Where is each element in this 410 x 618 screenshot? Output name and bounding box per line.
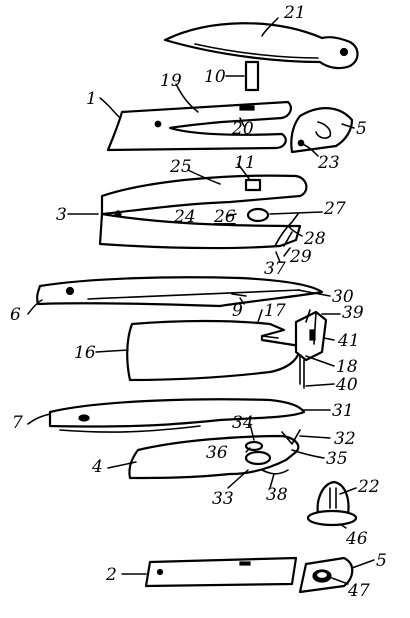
label-19: 19 [160,71,182,91]
label-41: 41 [337,331,360,351]
part-7-liner [50,399,304,432]
part-41-lock-assembly [296,310,326,388]
label-29: 29 [289,247,312,267]
label-20: 20 [231,119,254,139]
label-40: 40 [335,375,358,395]
label-32: 32 [334,429,356,449]
label-47: 47 [347,581,370,601]
label-2: 2 [105,565,117,585]
part-22-clip [308,482,356,525]
label-24: 24 [173,207,196,227]
label-33: 33 [212,489,234,509]
label-11: 11 [234,153,256,173]
label-10: 10 [204,67,226,87]
part-3-liner [100,176,306,249]
label-21: 21 [283,3,306,23]
label-17: 17 [264,301,286,321]
part-5-bolster-lower [300,558,352,592]
label-38: 38 [266,485,288,505]
label-5-upper: 5 [356,119,367,139]
label-27: 27 [323,199,346,219]
part-16-blade [127,321,300,380]
label-18: 18 [336,357,358,377]
part-10-post [246,62,258,90]
label-34: 34 [232,413,254,433]
label-36: 36 [206,443,228,463]
label-22: 22 [357,477,380,497]
label-1: 1 [86,89,97,109]
part-1-scale [108,102,291,150]
part-21 [165,23,358,68]
label-7: 7 [12,413,23,433]
label-5-lower: 5 [376,551,387,571]
label-25: 25 [169,157,192,177]
part-2-plate [146,558,296,586]
label-39: 39 [342,303,364,323]
label-37: 37 [264,259,286,279]
label-3: 3 [56,205,67,225]
label-9: 9 [232,301,243,321]
label-35: 35 [326,449,348,469]
part-5-bolster-upper [291,108,352,152]
label-4: 4 [91,457,103,477]
label-46: 46 [345,529,368,549]
label-16: 16 [74,343,96,363]
label-23: 23 [317,153,340,173]
label-26: 26 [213,207,236,227]
label-31: 31 [332,401,354,421]
label-28: 28 [303,229,326,249]
label-6: 6 [10,305,21,325]
